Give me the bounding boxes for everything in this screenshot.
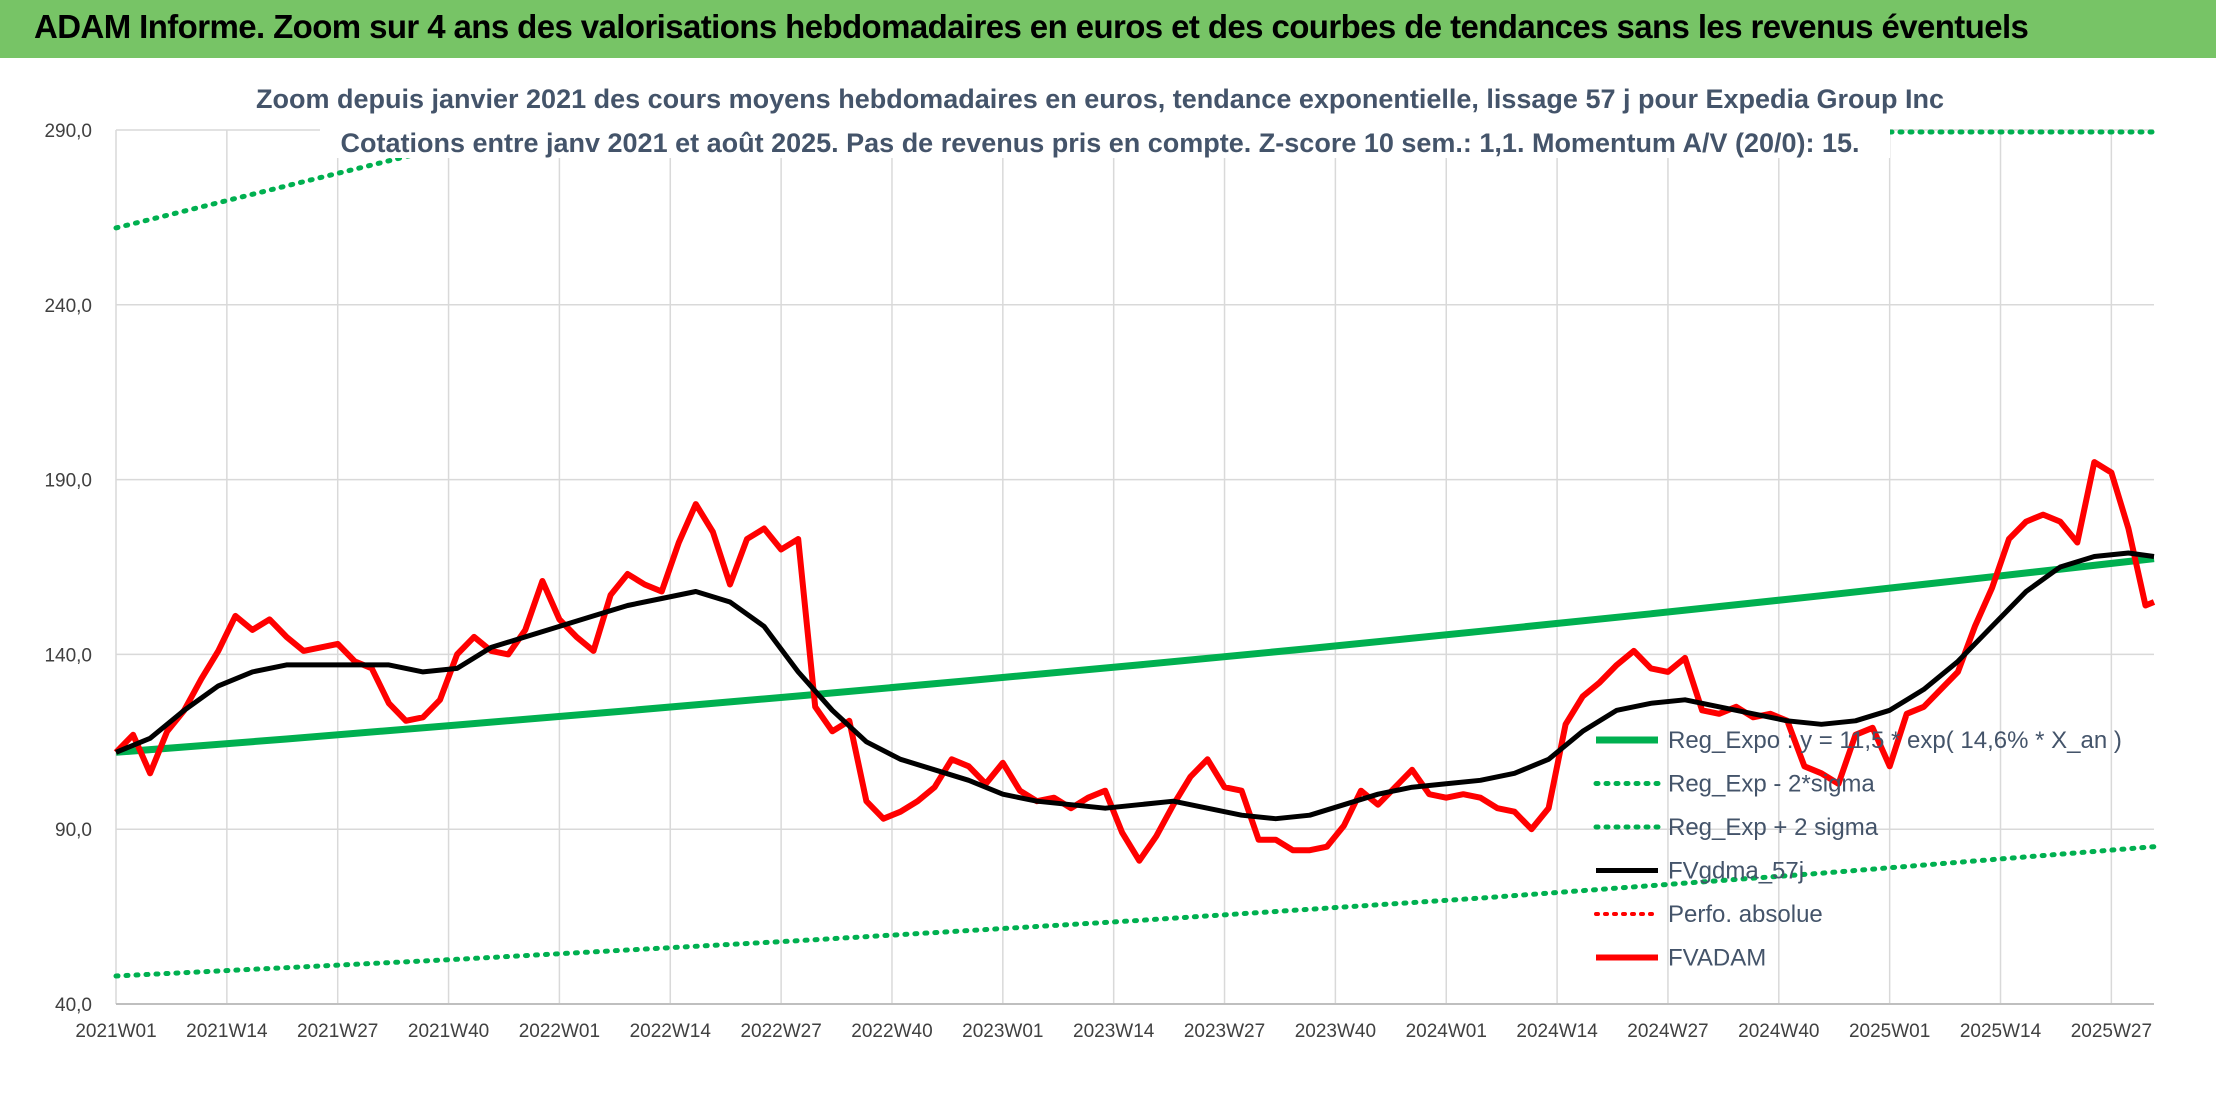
y-tick-label: 290,0 [44,121,92,142]
x-tick-label: 2025W27 [2071,1021,2152,1042]
series-line-fvgdma [115,550,2155,822]
x-tick-label: 2025W14 [1960,1021,2042,1042]
y-tick-label: 90,0 [55,820,92,841]
series-line-fvadam [113,459,2156,864]
x-tick-label: 2024W27 [1627,1021,1708,1042]
series-line-reg_high [113,120,545,231]
x-tick-label: 2022W14 [630,1021,712,1042]
x-tick-label: 2023W14 [1073,1021,1155,1042]
x-axis: 2021W01 2021W14 2021W27 2021W40 2022W01 2022W… [75,1021,2152,1042]
y-tick-label: 140,0 [44,645,92,666]
y-tick-label: 240,0 [44,296,92,317]
x-tick-label: 2024W01 [1406,1021,1487,1042]
legend: Reg_Expo : y = 11,5 * exp( 14,6% * X_an … [1593,727,2122,972]
x-tick-label: 2023W27 [1184,1021,1265,1042]
chart-background [0,58,2216,1102]
legend-label-perfo: Perfo. absolue [1668,901,1823,928]
report-banner: ADAM Informe. Zoom sur 4 ans des valoris… [0,0,2216,61]
legend-label-reg_high: Reg_Exp + 2 sigma [1668,814,1879,841]
legend-label-reg_expo: Reg_Expo : y = 11,5 * exp( 14,6% * X_an … [1668,727,2122,754]
price-chart: Zoom depuis janvier 2021 des cours moyen… [0,58,2216,1102]
x-tick-label: 2021W40 [408,1021,489,1042]
report-title: ADAM Informe. Zoom sur 4 ans des valoris… [34,8,2029,45]
y-axis: 40,0 90,0 140,0 190,0 240,0 290,0 [44,121,92,1016]
x-tick-label: 2024W14 [1516,1021,1598,1042]
x-tick-label: 2022W27 [740,1021,821,1042]
x-tick-label: 2025W01 [1849,1021,1930,1042]
x-tick-label: 2021W14 [186,1021,268,1042]
legend-label-fvadam: FVADAM [1668,945,1766,972]
series-layer [113,120,2157,979]
legend-label-fvgdma: FVgdma_57j [1668,858,1804,885]
y-tick-label: 190,0 [44,471,92,492]
series-line-reg_low [113,844,2157,979]
chart-title-line2: Cotations entre janv 2021 et août 2025. … [340,128,1859,158]
series-line-reg_expo [115,555,2155,756]
x-tick-label: 2022W40 [851,1021,932,1042]
x-tick-label: 2022W01 [519,1021,600,1042]
x-tick-label: 2021W01 [75,1021,156,1042]
x-tick-label: 2024W40 [1738,1021,1819,1042]
title-backdrop [320,60,1890,158]
legend-label-reg_low: Reg_Exp - 2*sigma [1668,771,1875,798]
y-tick-label: 40,0 [55,995,92,1016]
x-tick-label: 2023W01 [962,1021,1043,1042]
chart-title-line1: Zoom depuis janvier 2021 des cours moyen… [256,84,1944,114]
x-tick-label: 2023W40 [1295,1021,1376,1042]
x-tick-label: 2021W27 [297,1021,378,1042]
